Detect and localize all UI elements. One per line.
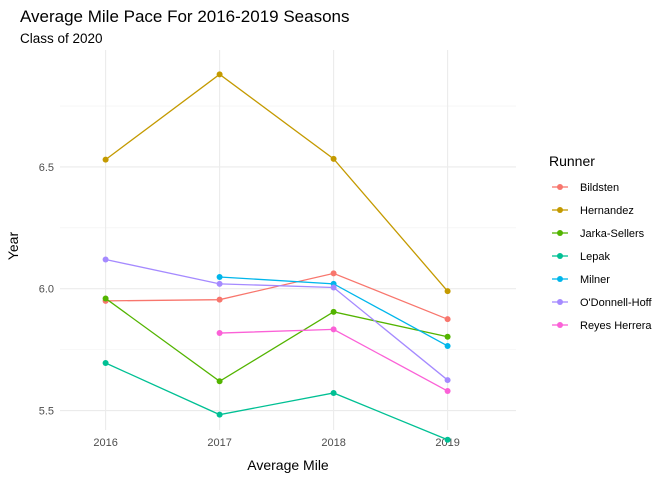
legend-key-point-reyes-herrera xyxy=(557,322,563,328)
series-line-jarka-sellers xyxy=(105,297,448,383)
data-point-jarka-sellers xyxy=(330,308,337,315)
legend-label-bildsten: Bildsten xyxy=(580,182,619,194)
data-point-lepak xyxy=(444,436,451,443)
chart-title: Average Mile Pace For 2016-2019 Seasons xyxy=(20,7,350,26)
data-point-hernandez xyxy=(444,288,451,295)
plot-panel: 5.5 6.0 6.5 2016 2017 2018 2019 xyxy=(39,50,516,449)
data-point-hernandez xyxy=(216,71,223,78)
x-tick-label: 2018 xyxy=(321,437,345,449)
chart-subtitle: Class of 2020 xyxy=(20,31,103,46)
y-tick-label: 5.5 xyxy=(39,406,54,418)
data-point-bildsten xyxy=(444,316,451,323)
data-point-o-donnell-hoff xyxy=(330,284,337,291)
data-point-bildsten xyxy=(330,270,337,277)
y-tick-label: 6.0 xyxy=(39,284,54,296)
legend-key-point-milner xyxy=(557,276,563,282)
data-point-o-donnell-hoff xyxy=(216,280,223,287)
y-tick-label: 6.5 xyxy=(39,162,54,174)
legend-key-point-o-donnell-hoff xyxy=(557,299,563,305)
legend: Runner Bildsten Hernandez Jarka-Sellers Lep… xyxy=(549,153,653,332)
data-point-jarka-sellers xyxy=(216,378,223,385)
series-line-bildsten xyxy=(105,272,448,320)
legend-key-point-lepak xyxy=(557,253,563,259)
data-point-milner xyxy=(444,342,451,349)
legend-label-reyes-herrera: Reyes Herrera xyxy=(580,320,652,332)
x-tick-label: 2016 xyxy=(93,437,117,449)
legend-label-o-donnell-hoff: O'Donnell-Hoff xyxy=(580,297,653,309)
data-point-o-donnell-hoff xyxy=(444,377,451,384)
legend-label-jarka-sellers: Jarka-Sellers xyxy=(580,228,645,240)
x-tick-label: 2017 xyxy=(207,437,231,449)
data-point-hernandez xyxy=(330,155,337,162)
data-point-reyes-herrera xyxy=(330,326,337,333)
legend-key-point-bildsten xyxy=(557,184,563,190)
data-point-lepak xyxy=(216,411,223,418)
series-line-o-donnell-hoff xyxy=(105,258,449,381)
legend-key-point-jarka-sellers xyxy=(557,230,563,236)
data-point-jarka-sellers xyxy=(102,295,109,302)
data-point-jarka-sellers xyxy=(444,333,451,340)
data-point-bildsten xyxy=(216,296,223,303)
data-point-lepak xyxy=(102,360,109,367)
y-axis-title: Year xyxy=(5,232,21,261)
series-line-hernandez xyxy=(105,73,449,292)
data-point-hernandez xyxy=(102,156,109,163)
legend-title: Runner xyxy=(549,153,595,169)
legend-label-lepak: Lepak xyxy=(580,251,610,263)
data-point-reyes-herrera xyxy=(216,330,223,337)
data-point-lepak xyxy=(330,389,337,396)
x-tick-label: 2019 xyxy=(435,437,459,449)
series-line-lepak xyxy=(105,362,448,441)
data-point-reyes-herrera xyxy=(444,388,451,395)
data-point-o-donnell-hoff xyxy=(102,256,109,263)
legend-key-point-hernandez xyxy=(557,207,563,213)
data-point-milner xyxy=(216,274,223,281)
legend-label-hernandez: Hernandez xyxy=(580,205,634,217)
x-axis-title: Average Mile xyxy=(247,457,329,473)
legend-label-milner: Milner xyxy=(580,274,610,286)
